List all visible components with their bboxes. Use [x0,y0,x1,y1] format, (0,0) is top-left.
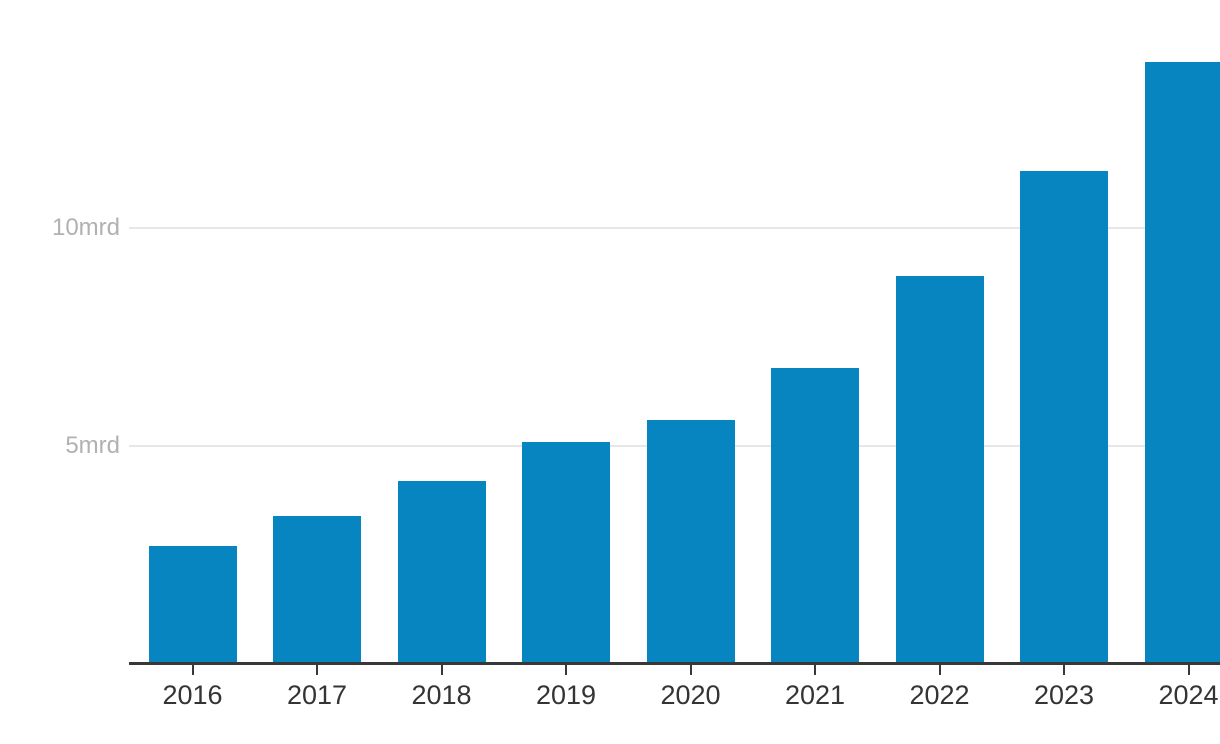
bar-2020[interactable] [647,420,735,663]
x-axis-tick-2021 [814,665,816,675]
x-axis-tick-2016 [192,665,194,675]
x-axis-tick-2024 [1188,665,1190,675]
x-axis-label-2022: 2022 [870,681,1010,709]
x-axis-tick-2020 [690,665,692,675]
y-axis-label-10mrd: 10mrd [40,214,120,242]
bar-2021[interactable] [771,368,859,663]
x-axis-label-2021: 2021 [745,681,885,709]
x-axis-label-2023: 2023 [994,681,1134,709]
x-axis-tick-2023 [1063,665,1065,675]
bar-2018[interactable] [398,481,486,663]
x-axis-tick-2022 [939,665,941,675]
x-axis-label-2017: 2017 [247,681,387,709]
y-axis-label-5mrd: 5mrd [40,432,120,460]
bar-2016[interactable] [149,546,237,663]
x-axis-line [129,662,1220,665]
bar-2022[interactable] [896,276,984,663]
bar-2019[interactable] [522,442,610,663]
x-axis-label-2016: 2016 [123,681,263,709]
x-axis-label-2020: 2020 [621,681,761,709]
x-axis-tick-2018 [441,665,443,675]
x-axis-label-2018: 2018 [372,681,512,709]
bar-2024[interactable] [1145,62,1220,663]
x-axis-tick-2019 [565,665,567,675]
bar-2023[interactable] [1020,171,1108,663]
bar-2017[interactable] [273,516,361,663]
x-axis-label-2024: 2024 [1119,681,1220,709]
x-axis-tick-2017 [316,665,318,675]
x-axis-label-2019: 2019 [496,681,636,709]
